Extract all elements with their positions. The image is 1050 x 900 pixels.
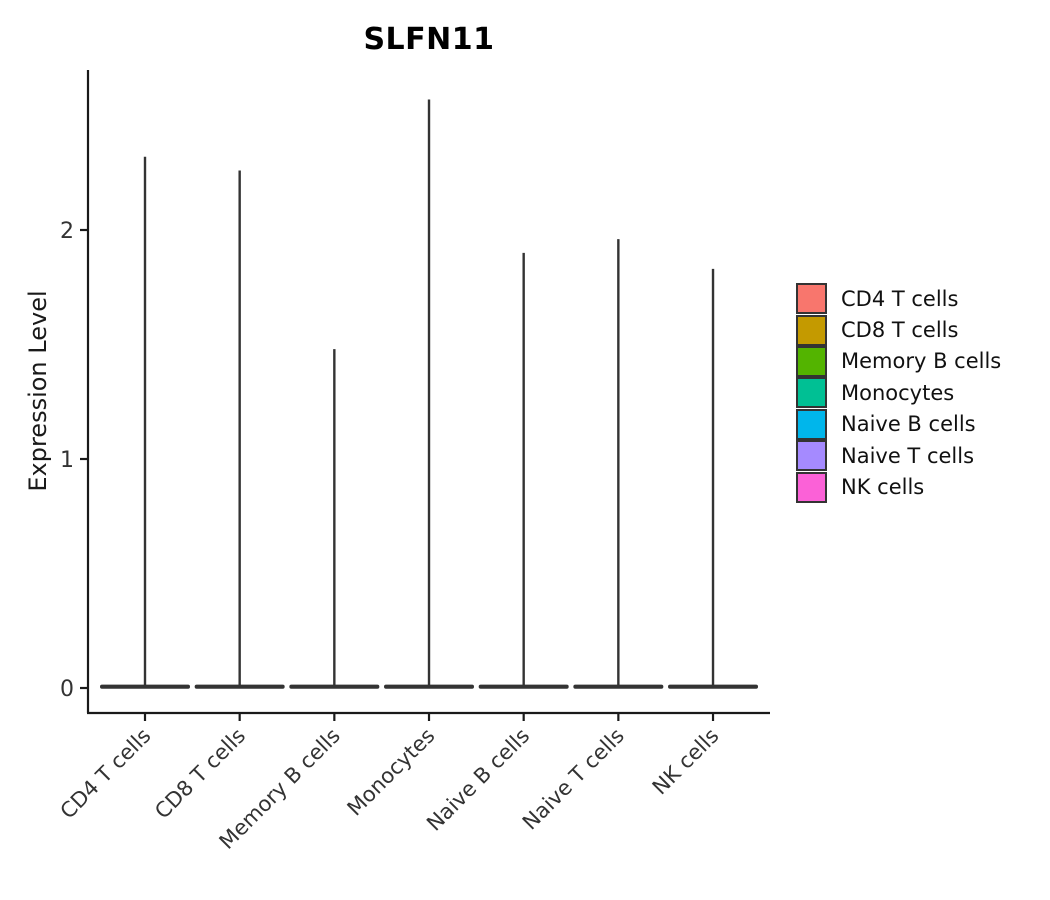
y-tick-label-1: 1 [60,448,74,473]
legend-item-monocytes: Monocytes [796,377,1001,409]
legend-key-swatch [796,440,827,472]
legend-key-swatch [796,471,827,503]
violin-base-5 [573,684,664,689]
legend-label: Naive B cells [841,412,976,437]
legend-item-cd4-t-cells: CD4 T cells [796,283,1001,315]
legend-item-cd8-t-cells: CD8 T cells [796,314,1001,346]
x-tick-label-0: CD4 T cells [56,724,156,824]
legend-key-swatch [796,314,827,346]
violin-base-4 [478,684,569,689]
x-tick-label-6: NK cells [648,724,724,800]
x-tick-label-3: Monocytes [343,724,440,821]
legend: CD4 T cells CD8 T cells Memory B cells Mono… [796,283,1001,503]
violin-base-3 [384,684,475,689]
legend-label: Monocytes [841,380,955,405]
x-tick-label-5: Naive T cells [518,724,629,835]
legend-label: NK cells [841,475,925,500]
legend-key-swatch [796,408,827,440]
legend-item-naive-t-cells: Naive T cells [796,440,1001,472]
y-tick-label-2: 2 [60,219,74,244]
violin-base-1 [194,684,285,689]
violin-base-0 [100,684,190,689]
chart-title: SLFN11 [363,22,495,57]
legend-item-nk-cells: NK cells [796,471,1001,503]
legend-key-swatch [796,345,827,377]
legend-label: CD4 T cells [841,286,959,311]
y-tick-label-0: 0 [60,677,74,702]
legend-key-swatch [796,377,827,409]
legend-label: Naive T cells [841,443,975,468]
legend-item-memory-b-cells: Memory B cells [796,345,1002,377]
violin-base-2 [289,684,380,689]
legend-label: Memory B cells [841,349,1002,374]
legend-key-swatch [796,283,827,315]
x-tick-label-1: CD8 T cells [150,724,250,824]
legend-item-naive-b-cells: Naive B cells [796,408,1001,440]
legend-label: CD8 T cells [841,318,959,343]
violin-base-6 [668,684,759,689]
